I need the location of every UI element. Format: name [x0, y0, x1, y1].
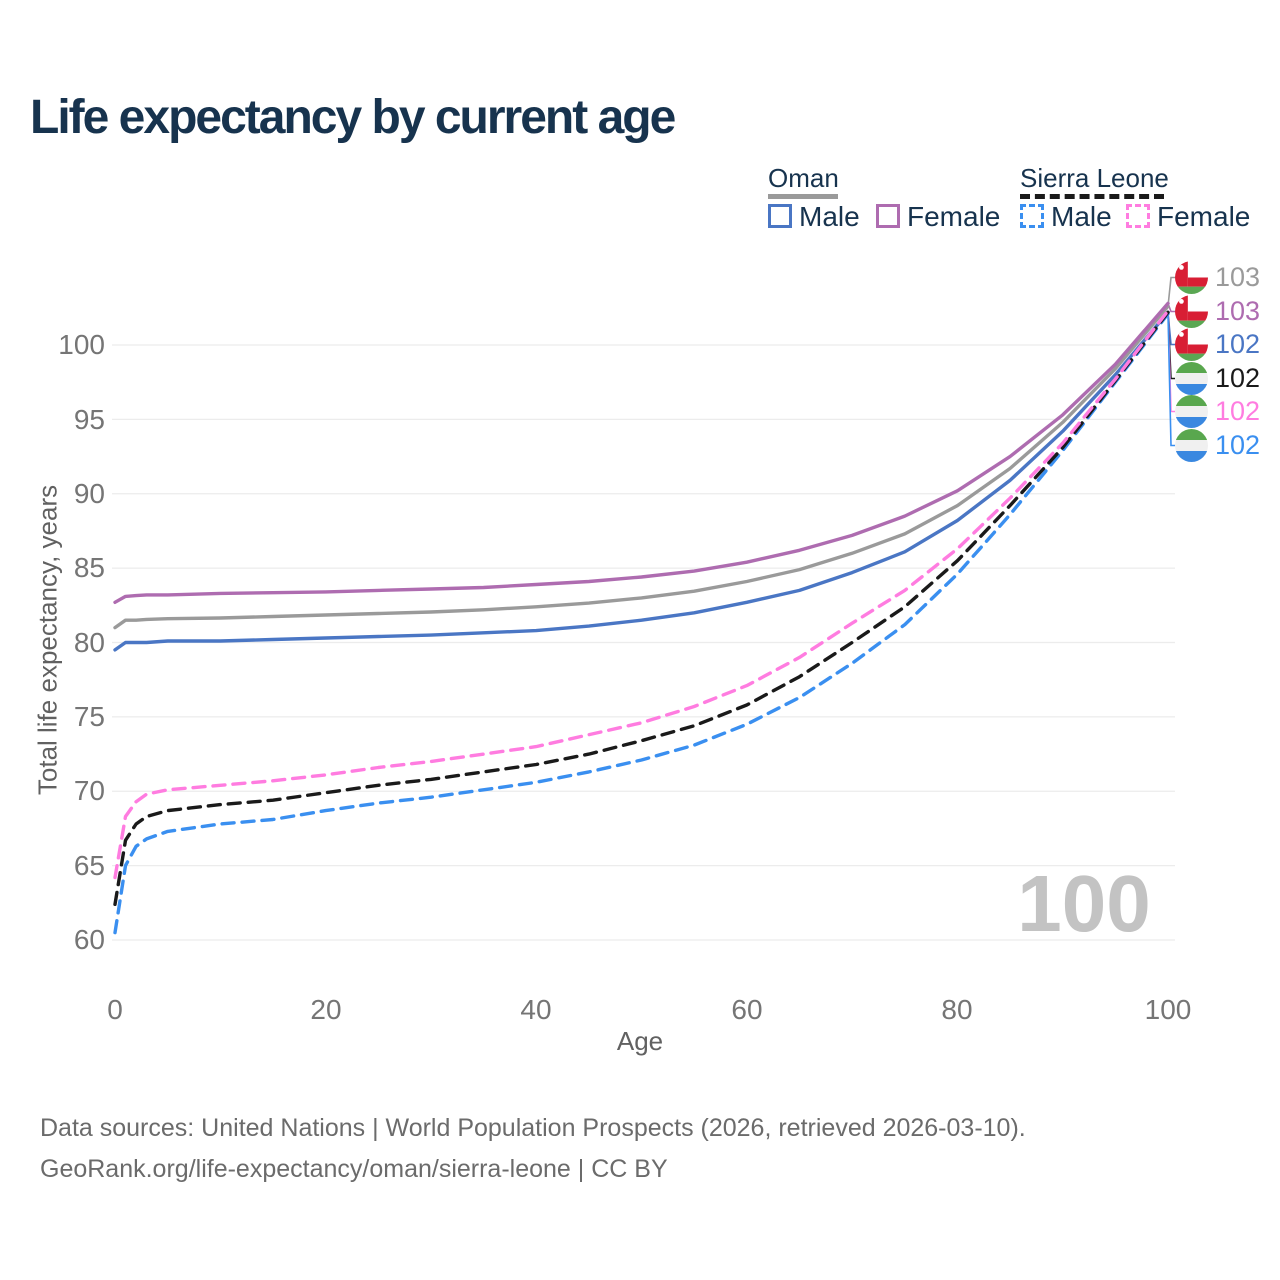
legend-group-oman-title[interactable]: Oman	[768, 163, 839, 193]
series-line-oman[interactable]	[113, 304, 1170, 630]
data-source-footer: Data sources: United Nations | World Pop…	[40, 1108, 1026, 1189]
legend-sierra-leone-male-label[interactable]: Male	[1051, 201, 1112, 232]
legend-group-sierra-leone-title[interactable]: Sierra Leone	[1020, 163, 1169, 193]
legend-oman-female-swatch[interactable]	[876, 204, 900, 228]
end-label-connector	[1167, 276, 1175, 307]
legend-sierra-leone-female-swatch[interactable]	[1126, 204, 1150, 228]
x-tick-60: 60	[731, 994, 763, 1025]
y-tick-75: 75	[73, 701, 105, 732]
series-line-oman-male[interactable]	[113, 310, 1170, 652]
legend-sierra-leone-female-label[interactable]: Female	[1157, 201, 1251, 232]
legend-sierra-leone-male-swatch[interactable]	[1020, 204, 1044, 228]
series-line-sierra-leone[interactable]	[113, 310, 1170, 906]
x-tick-40: 40	[520, 994, 552, 1025]
oman-flag-icon	[1175, 261, 1208, 294]
footer-line-2[interactable]: GeoRank.org/life-expectancy/oman/sierra-…	[40, 1154, 668, 1183]
legend-sierra-leone-dashed-line-swatch	[1020, 194, 1164, 199]
end-label-connector	[1167, 313, 1175, 447]
end-value: 102	[1215, 329, 1261, 359]
y-tick-60: 60	[73, 924, 105, 955]
y-tick-100: 100	[58, 329, 105, 360]
end-label-sierra-leone-total: 102	[1175, 362, 1260, 395]
footer-line-1: Data sources: United Nations | World Pop…	[40, 1114, 1026, 1142]
end-label-sierra-leone-male: 102	[1175, 429, 1260, 462]
x-tick-80: 80	[941, 994, 973, 1025]
y-tick-80: 80	[73, 627, 105, 658]
end-value: 102	[1215, 430, 1261, 460]
series-line-sierra-leone-female[interactable]	[113, 309, 1170, 880]
y-tick-95: 95	[73, 404, 105, 435]
sierra-leone-flag-icon	[1175, 362, 1208, 395]
age-counter-watermark: 100	[1017, 859, 1151, 948]
end-value: 102	[1215, 363, 1261, 393]
sierra-leone-flag-icon	[1175, 395, 1208, 428]
legend-oman-male-label[interactable]: Male	[799, 201, 860, 232]
y-tick-85: 85	[73, 552, 105, 583]
chart-title: Life expectancy by current age	[30, 91, 676, 144]
y-tick-70: 70	[73, 775, 105, 806]
end-value: 103	[1215, 296, 1261, 326]
end-value: 102	[1215, 396, 1261, 426]
legend-oman-female-label[interactable]: Female	[907, 201, 1001, 232]
x-tick-100: 100	[1144, 994, 1192, 1025]
end-value: 103	[1215, 262, 1261, 292]
oman-flag-icon	[1175, 328, 1208, 361]
end-label-oman-total: 103	[1175, 261, 1260, 294]
x-tick-20: 20	[310, 994, 342, 1025]
end-label-oman-male: 102	[1175, 328, 1260, 361]
sierra-leone-flag-icon	[1175, 429, 1208, 462]
end-label-oman-female: 103	[1175, 295, 1260, 328]
y-axis-title: Total life expectancy, years	[32, 484, 63, 796]
end-label-sierra-leone-female: 102	[1175, 395, 1260, 428]
x-tick-0: 0	[107, 994, 123, 1025]
series-line-oman-female[interactable]	[113, 301, 1170, 604]
y-tick-65: 65	[73, 850, 105, 881]
series-line-sierra-leone-male[interactable]	[113, 312, 1170, 935]
y-tick-90: 90	[73, 478, 105, 509]
x-axis-title: Age	[616, 1026, 664, 1056]
legend-oman-solid-line-swatch	[768, 194, 838, 199]
legend-oman-male-swatch[interactable]	[768, 204, 792, 228]
oman-flag-icon	[1175, 295, 1208, 328]
